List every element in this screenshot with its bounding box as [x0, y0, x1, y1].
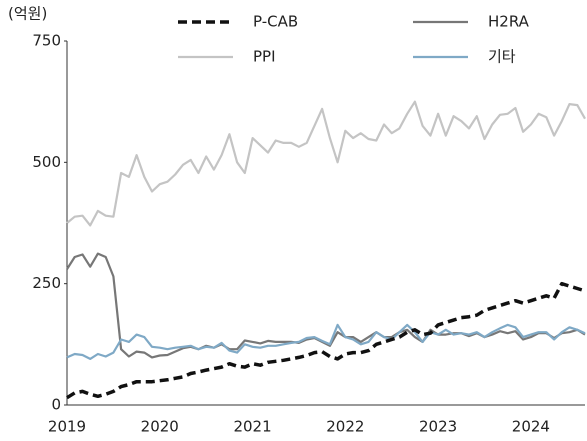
- x-tick-label: 2022: [326, 418, 364, 436]
- x-tick-label: 2024: [512, 418, 550, 436]
- legend-label: 기타: [488, 48, 516, 66]
- series-line: [66, 252, 586, 359]
- x-tick-label: 2019: [48, 418, 86, 436]
- x-tick-label: 2023: [419, 418, 457, 436]
- series-line: [66, 100, 586, 227]
- y-tick-label: 0: [51, 396, 61, 414]
- x-tick-label: 2021: [233, 418, 271, 436]
- series-line: [66, 323, 586, 360]
- y-unit-label: (억원): [8, 5, 47, 23]
- y-tick-label: 500: [32, 153, 61, 171]
- y-tick-label: 750: [32, 32, 61, 50]
- series-line: [66, 281, 586, 400]
- y-tick-label: 250: [32, 274, 61, 292]
- legend-label: PPI: [253, 48, 276, 66]
- legend-label: P-CAB: [253, 13, 298, 31]
- x-tick-label: 2020: [141, 418, 179, 436]
- legend-label: H2RA: [488, 13, 530, 31]
